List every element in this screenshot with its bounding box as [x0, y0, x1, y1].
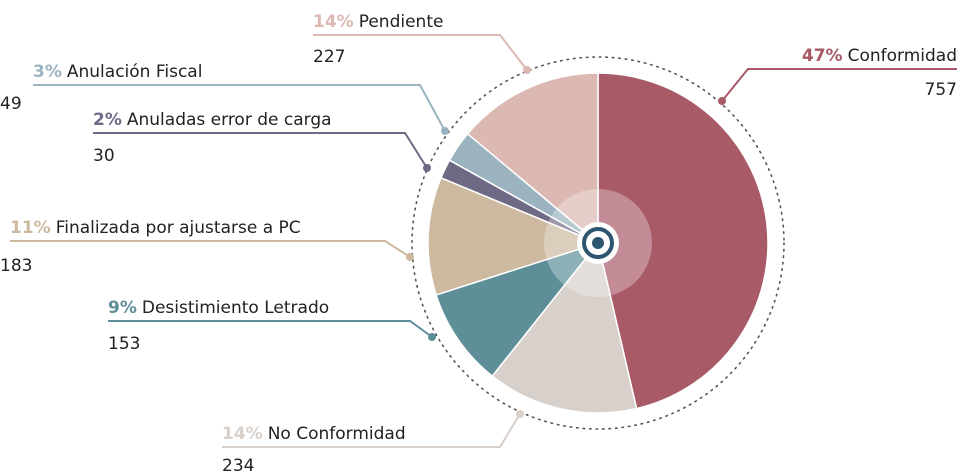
- slice-label: 2% Anuladas error de carga: [93, 110, 332, 130]
- pie-slice: [597, 72, 769, 410]
- pie-slice: [435, 241, 601, 378]
- value-label: 30: [93, 146, 115, 166]
- leader-line: [10, 240, 411, 258]
- percent-label: 47%: [802, 46, 843, 66]
- pie: [427, 72, 769, 414]
- dotted-ring: [411, 56, 785, 430]
- category-label: Anulación Fiscal: [67, 62, 203, 82]
- percent-label: 14%: [222, 424, 263, 444]
- leader-dot: [406, 253, 414, 261]
- category-label: Conformidad: [848, 46, 957, 66]
- percent-label: 14%: [313, 12, 354, 32]
- value-label: 183: [0, 256, 32, 276]
- category-label: Finalizada por ajustarse a PC: [56, 218, 301, 238]
- slice-label: 11% Finalizada por ajustarse a PC: [10, 218, 301, 238]
- leader-dot: [718, 97, 726, 105]
- leader-line: [93, 132, 428, 169]
- leader-dot: [441, 127, 449, 135]
- slice-label: 47% Conformidad: [802, 46, 957, 66]
- slice-label: 14% No Conformidad: [222, 424, 406, 444]
- hub-ring: [582, 227, 614, 259]
- value-label: 153: [108, 334, 140, 354]
- slice-label: 3% Anulación Fiscal: [33, 62, 202, 82]
- value-label: 49: [0, 94, 22, 114]
- percent-label: 3%: [33, 62, 62, 82]
- value-label: 757: [925, 80, 957, 100]
- percent-label: 2%: [93, 110, 122, 130]
- leader-dot: [516, 410, 524, 418]
- category-label: Anuladas error de carga: [127, 110, 332, 130]
- slice-label: 14% Pendiente: [313, 12, 443, 32]
- percent-label: 11%: [10, 218, 51, 238]
- leader-line: [721, 68, 957, 102]
- leader-dot: [428, 333, 436, 341]
- category-label: Pendiente: [359, 12, 444, 32]
- percent-label: 9%: [108, 298, 137, 318]
- pie-slice: [466, 72, 599, 245]
- leader-dot: [523, 66, 531, 74]
- pie-slice: [427, 176, 601, 296]
- value-label: 234: [222, 456, 254, 475]
- hub-dot: [592, 237, 604, 249]
- leader-line: [222, 413, 521, 448]
- slice-label: 9% Desistimiento Letrado: [108, 298, 329, 318]
- leader-dot: [423, 164, 431, 172]
- category-label: Desistimiento Letrado: [142, 298, 329, 318]
- leader-line: [33, 84, 446, 132]
- value-label: 227: [313, 47, 345, 67]
- leader-line: [108, 320, 433, 338]
- category-label: No Conformidad: [268, 424, 406, 444]
- pie-slice: [491, 241, 638, 414]
- leader-line: [313, 34, 528, 71]
